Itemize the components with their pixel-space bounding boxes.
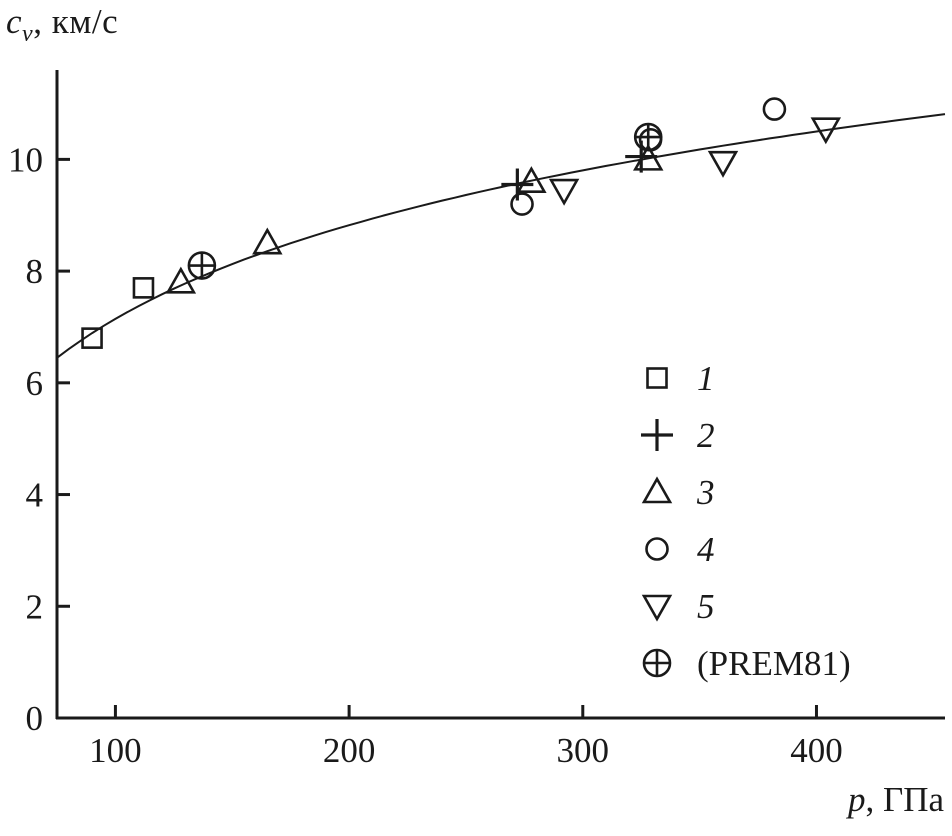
marker-triangle-up: [516, 166, 547, 194]
marker-square: [81, 327, 103, 349]
marker-circle: [645, 537, 669, 561]
x-axis-title: p, ГПа: [848, 780, 944, 820]
y-tick-label: 4: [26, 476, 44, 515]
y-axis-title: cv, км/с: [6, 2, 118, 48]
y-axis-variable-subscript: v: [22, 21, 34, 47]
legend-label: (PREM81): [697, 644, 851, 683]
x-axis-units: , ГПа: [865, 780, 944, 819]
marker-circle: [510, 192, 534, 216]
x-tick-label: 200: [323, 731, 376, 770]
legend-label: 1: [697, 359, 715, 398]
legend-label: 2: [697, 416, 715, 455]
marker-circle: [762, 97, 787, 121]
marker-triangle-down: [810, 117, 842, 145]
x-tick-label: 300: [557, 731, 610, 770]
marker-square: [646, 367, 668, 389]
legend-label: 3: [696, 473, 715, 512]
y-tick-label: 8: [26, 252, 44, 291]
marker-triangle-up: [641, 476, 673, 504]
y-tick-label: 2: [26, 587, 44, 626]
fit-curve: [56, 113, 946, 359]
marker-triangle-up: [632, 143, 664, 171]
x-tick-label: 400: [790, 731, 843, 770]
legend-label: 4: [697, 530, 715, 569]
marker-triangle-down: [548, 178, 580, 206]
marker-square: [132, 277, 155, 299]
legend-label: 5: [697, 587, 715, 626]
x-tick-label: 100: [89, 731, 142, 770]
y-axis-variable: c: [6, 2, 23, 41]
marker-triangle-down: [641, 594, 673, 622]
marker-triangle-up: [165, 266, 197, 294]
x-axis-variable: p: [847, 780, 866, 819]
y-tick-label: 6: [26, 364, 44, 403]
y-tick-label: 0: [26, 699, 44, 738]
y-tick-label: 10: [8, 140, 43, 179]
y-axis-units: , км/с: [33, 2, 119, 41]
marker-triangle-down: [707, 150, 739, 178]
marker-triangle-up: [252, 227, 283, 255]
